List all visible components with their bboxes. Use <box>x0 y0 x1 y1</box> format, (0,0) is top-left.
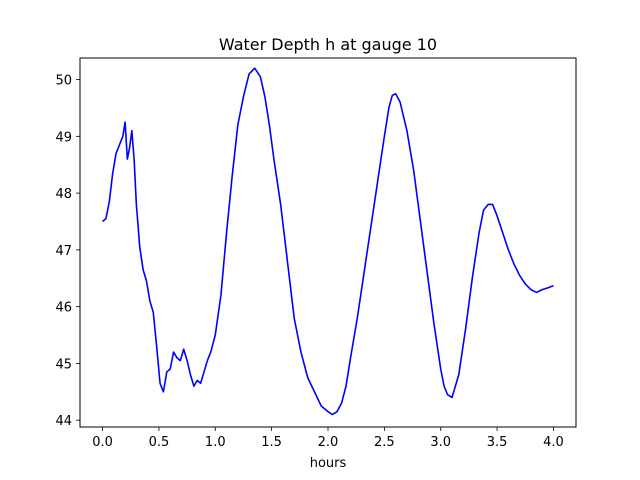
x-tick-label: 1.0 <box>205 435 226 450</box>
y-tick-label: 46 <box>55 301 72 316</box>
x-tick-label: 0.0 <box>92 435 113 450</box>
y-tick-label: 48 <box>55 187 72 202</box>
chart-title: Water Depth h at gauge 10 <box>219 35 437 54</box>
y-tick-label: 50 <box>55 74 72 89</box>
plot-layer <box>102 67 554 416</box>
x-tick-label: 3.5 <box>487 435 508 450</box>
x-tick-label: 3.0 <box>430 435 451 450</box>
y-tick-label: 49 <box>55 130 72 145</box>
x-axis-label: hours <box>310 456 347 471</box>
y-tick-label: 44 <box>55 414 72 429</box>
y-axis: 44 45 46 47 48 49 50 <box>55 74 80 429</box>
x-tick-label: 2.5 <box>374 435 395 450</box>
x-tick-label: 2.0 <box>318 435 339 450</box>
y-tick-label: 47 <box>55 244 72 259</box>
x-tick-label: 0.5 <box>149 435 170 450</box>
x-axis: 0.0 0.5 1.0 1.5 2.0 2.5 3.0 3.5 4.0 <box>92 427 564 450</box>
series-line-0 <box>102 67 554 416</box>
plot-frame <box>79 57 577 428</box>
x-tick-label: 1.5 <box>261 435 282 450</box>
x-tick-label: 4.0 <box>543 435 564 450</box>
y-tick-label: 45 <box>55 357 72 372</box>
